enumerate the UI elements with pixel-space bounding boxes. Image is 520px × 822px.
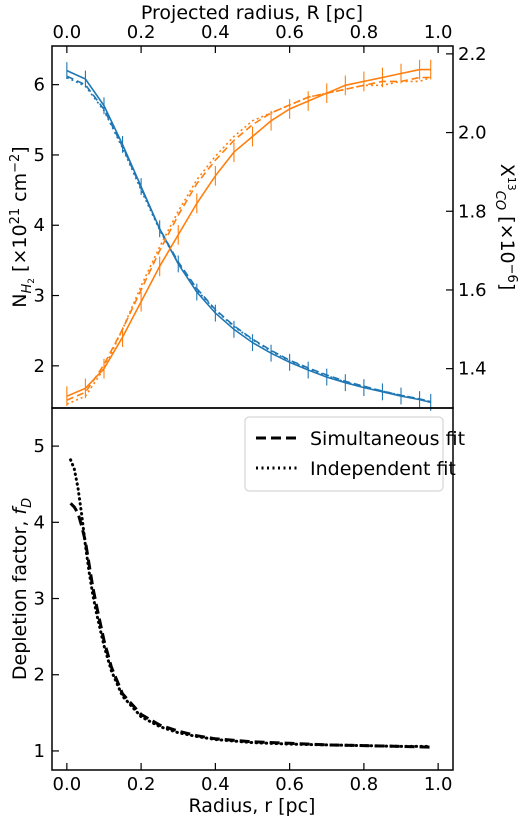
bottom-y-tick-label-4: 5	[34, 436, 45, 457]
bottom-y-tick-label-2: 3	[34, 589, 45, 610]
bottom-series-line-1	[69, 458, 433, 748]
legend-label-independent: Independent fit	[310, 458, 456, 480]
left-y-tick-label-3: 5	[34, 145, 45, 166]
bottom-x-tick-label-5: 1.0	[424, 774, 453, 795]
top-x-tick-label-1: 0.2	[127, 22, 156, 43]
bottom-y-tick-label-0: 1	[34, 741, 45, 762]
bottom-x-tick-label-2: 0.4	[201, 774, 230, 795]
left-y-tick-label-2: 4	[34, 215, 45, 236]
right-y-tick-label-0: 1.4	[458, 359, 487, 380]
left-y-tick-label-0: 2	[34, 356, 45, 377]
top-x-tick-label-5: 1.0	[424, 22, 453, 43]
top-x-tick-label-0: 0.0	[53, 22, 82, 43]
right-y-tick-label-1: 1.6	[458, 280, 487, 301]
top-x-tick-label-2: 0.4	[201, 22, 230, 43]
right-y-tick-label-2: 1.8	[458, 201, 487, 222]
top-x-tick-label-4: 0.8	[350, 22, 379, 43]
bottom-x-tick-label-0: 0.0	[53, 774, 82, 795]
right-y-axis-label: X13CO [×10−6]	[492, 164, 519, 291]
bottom-y-tick-label-3: 4	[34, 512, 45, 533]
bottom-x-axis-label: Radius, r [pc]	[189, 795, 316, 817]
bottom-panel: 0.0 0.2 0.4 0.6 0.8 1.0 1 2 3 4 5 Radius, r [pc] D…	[9, 407, 465, 817]
bottom-y-tick-label-1: 2	[34, 665, 45, 686]
top-ticks-group: 0.0 0.2 0.4 0.6 0.8 1.0 2 3 4 5 6 1.4 1.6 1.8 2.0 2.2	[34, 22, 487, 380]
top-x-axis-label: Projected radius, R [pc]	[141, 2, 363, 24]
right-y-tick-label-3: 2.0	[458, 123, 487, 144]
right-y-tick-label-4: 2.2	[458, 44, 487, 65]
legend-label-simultaneous: Simultaneous fit	[310, 428, 465, 450]
bottom-x-tick-label-1: 0.2	[127, 774, 156, 795]
top-series-line-5	[66, 76, 431, 405]
bottom-x-tick-label-3: 0.6	[275, 774, 304, 795]
bottom-series-group	[69, 458, 433, 749]
bottom-x-tick-label-4: 0.8	[350, 774, 379, 795]
top-panel: 0.0 0.2 0.4 0.6 0.8 1.0 2 3 4 5 6 1.4 1.6 1.8 2.0 2.2 P…	[8, 2, 519, 411]
legend: Simultaneous fit Independent fit	[244, 416, 465, 492]
legend-box	[244, 416, 444, 492]
left-y-tick-label-1: 3	[34, 286, 45, 307]
top-series-group	[66, 59, 432, 411]
top-series-line-1	[66, 75, 431, 403]
left-y-axis-label: NH2 [×1021 cm−2]	[8, 146, 37, 307]
bottom-y-axis-label: Depletion factor, fD	[9, 498, 35, 680]
bottom-panel-frame	[51, 407, 454, 771]
left-y-tick-label-4: 6	[34, 75, 45, 96]
bottom-ticks-group: 0.0 0.2 0.4 0.6 0.8 1.0 1 2 3 4 5	[34, 436, 453, 795]
top-x-tick-label-3: 0.6	[275, 22, 304, 43]
